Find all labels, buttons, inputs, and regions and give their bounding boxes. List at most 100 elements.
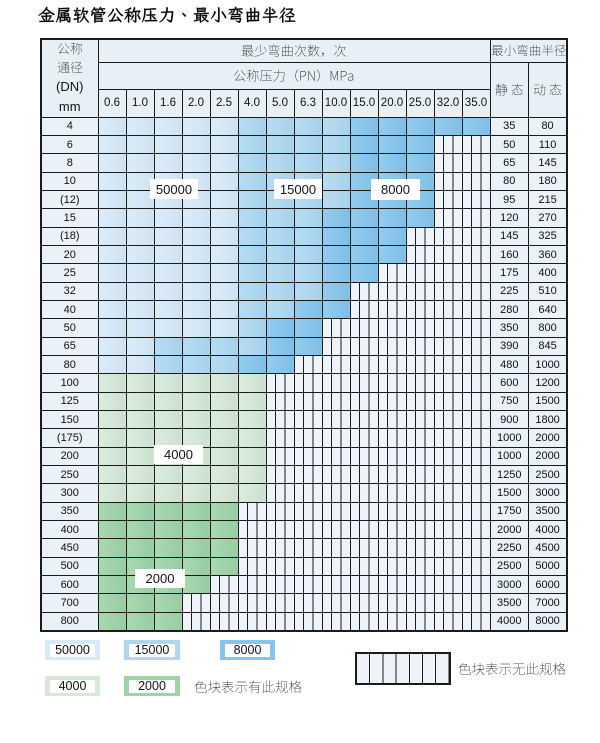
table-row: 32 225 510 — [40, 281, 568, 301]
legend-swatch-15000: 15000 — [124, 640, 180, 660]
static-value-cell: 390 — [489, 336, 530, 356]
cell-cycles-50000 — [153, 134, 183, 155]
cell-cycles-50000 — [97, 354, 127, 375]
cell-no-spec — [461, 134, 491, 155]
cell-cycles-15000 — [293, 116, 323, 136]
cell-no-spec — [265, 391, 295, 412]
legend-swatch-label: 15000 — [129, 643, 175, 657]
cell-cycles-50000 — [125, 281, 155, 301]
table-row: 500 2500 5000 — [40, 556, 568, 577]
table-row: 350 1750 3500 — [40, 501, 568, 522]
pressure-values-row: 0.6 1.0 1.6 2.0 2.5 4.0 5.0 6.3 10.0 15.0 20.0 25.0… — [41, 88, 567, 118]
cell-no-spec — [265, 465, 295, 485]
cell-cycles-50000 — [209, 153, 239, 173]
cell-no-spec — [377, 465, 407, 485]
cell-cycles-2000 — [97, 611, 127, 632]
static-value-cell: 1000 — [489, 428, 530, 448]
table-row: 20 160 360 — [40, 244, 568, 265]
cell-no-spec — [321, 446, 351, 467]
cell-no-spec — [461, 465, 491, 485]
cell-cycles-15000 — [265, 244, 295, 265]
cell-cycles-8000 — [349, 153, 379, 173]
cell-no-spec — [349, 501, 379, 522]
cell-cycles-4000 — [153, 391, 183, 412]
cell-no-spec — [433, 134, 463, 155]
cell-cycles-50000 — [181, 153, 211, 173]
cell-cycles-4000 — [153, 373, 183, 393]
cell-no-spec — [293, 428, 323, 448]
cell-cycles-50000 — [209, 244, 239, 265]
dn-cell: 20 — [40, 244, 99, 265]
cell-cycles-2000 — [125, 520, 155, 540]
cell-no-spec — [293, 538, 323, 558]
cell-no-spec — [461, 281, 491, 301]
table-row: 8 65 145 — [40, 153, 568, 173]
cell-no-spec — [377, 538, 407, 558]
dynamic-value-cell: 270 — [528, 208, 568, 228]
cell-cycles-4000 — [125, 409, 155, 430]
cell-cycles-8000 — [265, 354, 295, 375]
pressure-col-header: 25.0 — [405, 88, 435, 118]
cell-cycles-4000 — [237, 446, 267, 467]
cell-no-spec — [433, 208, 463, 228]
cell-cycles-15000 — [153, 336, 183, 356]
cell-no-spec — [293, 611, 323, 632]
cell-cycles-15000 — [293, 208, 323, 228]
dn-cell: 300 — [40, 483, 99, 503]
cell-cycles-4000 — [209, 373, 239, 393]
cell-no-spec — [433, 611, 463, 632]
cell-no-spec — [349, 373, 379, 393]
dynamic-value-cell: 325 — [528, 226, 568, 246]
legend-exist-text — [194, 678, 302, 696]
cell-no-spec — [433, 318, 463, 338]
dynamic-value-cell: 400 — [528, 263, 568, 283]
table-row: 600 3000 6000 — [40, 575, 568, 595]
static-value-cell: 2000 — [489, 520, 530, 540]
cell-cycles-15000 — [265, 226, 295, 246]
dynamic-value-cell: 360 — [528, 244, 568, 265]
cell-cycles-15000 — [237, 171, 267, 191]
cell-cycles-15000 — [153, 354, 183, 375]
cell-cycles-8000 — [293, 299, 323, 320]
pressure-col-header: 15.0 — [349, 88, 379, 118]
cell-no-spec — [433, 244, 463, 265]
dn-cell: 700 — [40, 593, 99, 613]
cell-cycles-4000 — [237, 483, 267, 503]
pressure-col-header: 1.6 — [153, 88, 183, 118]
cell-cycles-50000 — [125, 299, 155, 320]
cell-no-spec — [293, 501, 323, 522]
table-row: (175) 1000 2000 — [40, 428, 568, 448]
cell-cycles-8000 — [321, 263, 351, 283]
cell-no-spec — [433, 189, 463, 210]
table-row: 15 120 270 — [40, 208, 568, 228]
cell-cycles-15000 — [237, 336, 267, 356]
cell-cycles-50000 — [181, 318, 211, 338]
cell-cycles-50000 — [209, 134, 239, 155]
dn-cell: 50 — [40, 318, 99, 338]
cell-no-spec — [349, 465, 379, 485]
page-title — [38, 6, 296, 23]
cell-cycles-15000 — [237, 226, 267, 246]
cell-no-spec — [265, 593, 295, 613]
cell-no-spec — [377, 263, 407, 283]
table-row: 80 480 1000 — [40, 354, 568, 375]
cell-no-spec — [405, 318, 435, 338]
dn-cell: 80 — [40, 354, 99, 375]
cell-no-spec — [349, 318, 379, 338]
table-row: 200 1000 2000 — [40, 446, 568, 467]
cell-no-spec — [265, 483, 295, 503]
cell-no-spec — [405, 226, 435, 246]
cell-cycles-15000 — [293, 281, 323, 301]
dynamic-value-cell: 180 — [528, 171, 568, 191]
dn-cell: 350 — [40, 501, 99, 522]
cell-cycles-4000 — [153, 409, 183, 430]
dynamic-value-cell: 845 — [528, 336, 568, 356]
cell-cycles-15000 — [237, 299, 267, 320]
cell-cycles-15000 — [209, 336, 239, 356]
cell-no-spec — [293, 373, 323, 393]
cell-no-spec — [433, 465, 463, 485]
table-row: 50 350 800 — [40, 318, 568, 338]
cell-cycles-15000 — [321, 116, 351, 136]
cell-cycles-15000 — [293, 134, 323, 155]
cell-no-spec — [433, 428, 463, 448]
